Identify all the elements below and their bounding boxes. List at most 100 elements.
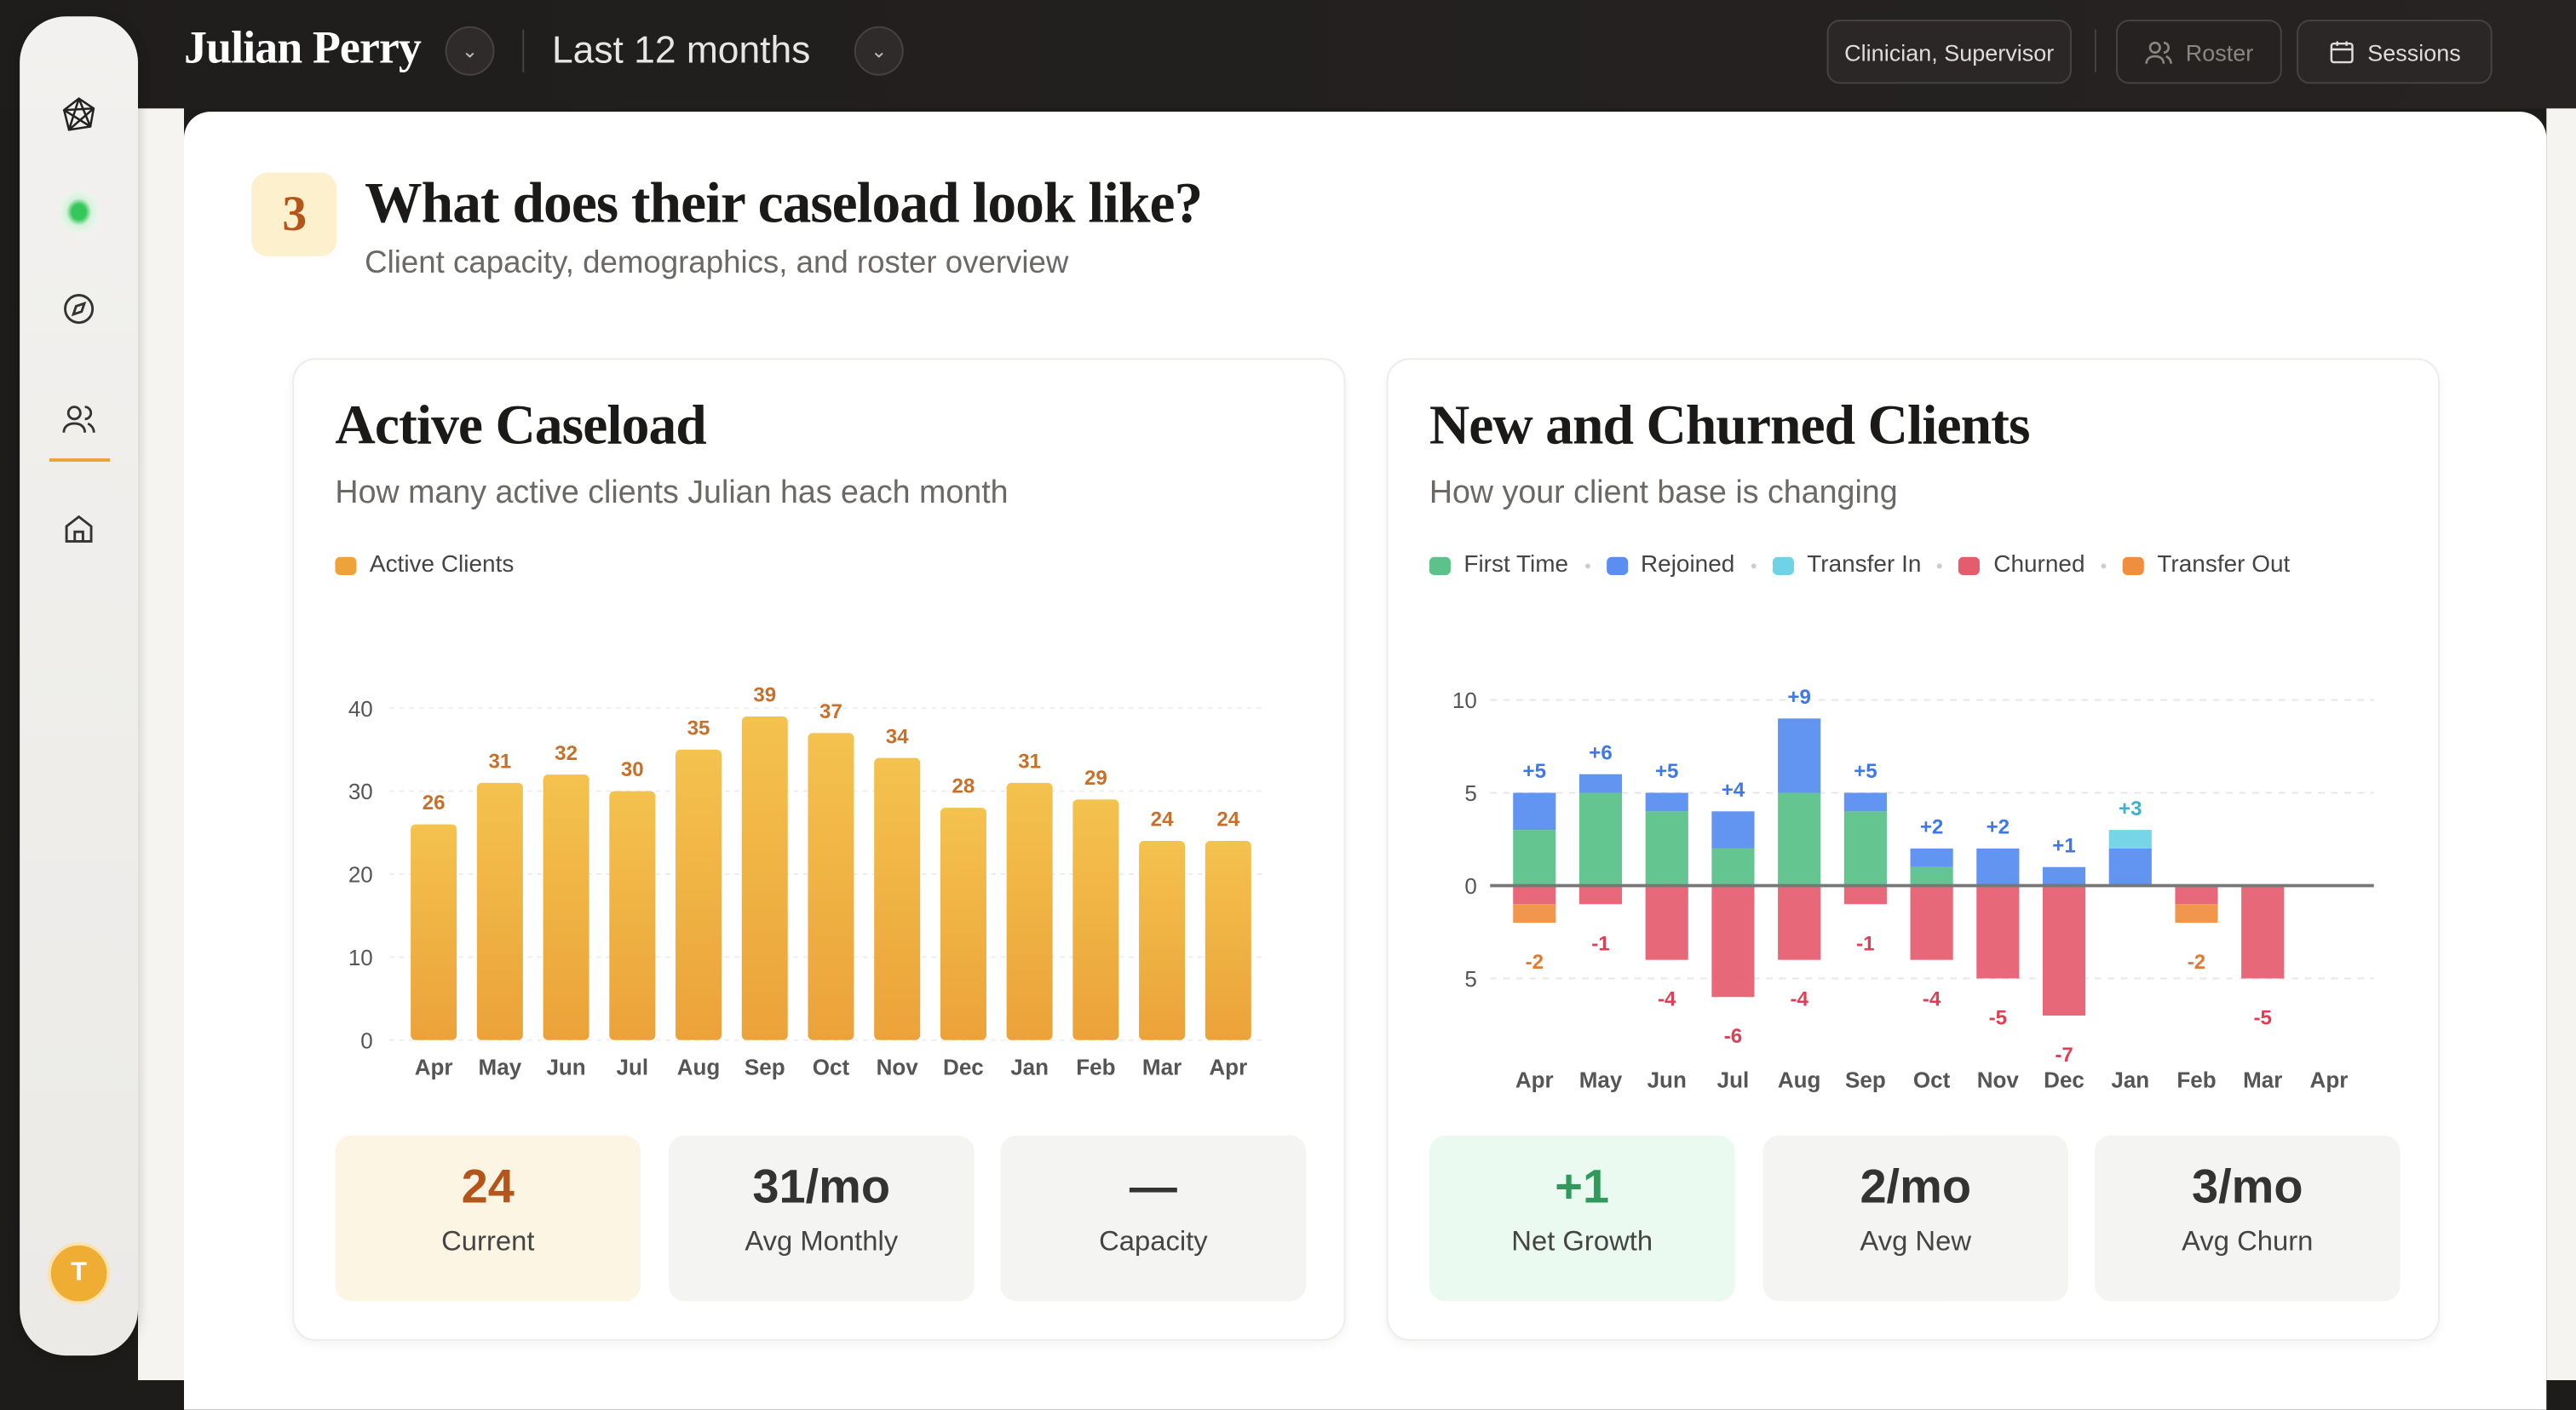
x-tick-label: May [1579, 1068, 1623, 1093]
bar [1006, 782, 1053, 1040]
y-tick-label: 10 [1452, 688, 1477, 713]
bar-segment-rejoined [1976, 848, 2020, 886]
clients-users-icon[interactable] [59, 400, 98, 439]
legend-label: First Time [1463, 551, 1569, 578]
stat-label: Current [441, 1225, 535, 1257]
negative-label: -1 [1856, 932, 1874, 955]
section-title: What does their caseload look like? [365, 170, 1203, 235]
legend-swatch [2122, 555, 2144, 575]
bar-segment-first-time [1711, 848, 1755, 886]
sessions-label: Sessions [2367, 38, 2461, 66]
positive-label: +1 [2052, 834, 2075, 857]
positive-label: +2 [1987, 816, 2010, 839]
x-tick-label: Jun [1647, 1068, 1687, 1093]
data-label: 34 [886, 725, 909, 748]
x-tick-label: Feb [1076, 1054, 1115, 1079]
y-tick-label: 0 [360, 1027, 372, 1053]
bar-segment-rejoined [2042, 866, 2086, 886]
x-tick-label: Sep [745, 1054, 785, 1079]
bar [411, 824, 457, 1040]
user-chevron-down-icon[interactable]: ⌄ [445, 26, 495, 76]
calendar-icon [2330, 41, 2354, 64]
backdrop [137, 108, 184, 1380]
legend: First Time Rejoined Transfer In Churned Tran… [1429, 552, 2290, 578]
x-tick-label: Jun [546, 1054, 585, 1079]
bar-segment-transfer-out [2175, 904, 2218, 924]
x-tick-label: Jan [1010, 1054, 1049, 1079]
x-tick-label: Jan [2111, 1068, 2149, 1093]
stat-avg-new: 2/mo Avg New [1762, 1135, 2069, 1302]
new-churned-chart: 10 5 0 5 +5 -2 Apr +6 -1 May +5 -4 Jun +4 -6 Jul +9 -4 Aug… [1452, 686, 2374, 1093]
legend-swatch [1958, 555, 1981, 575]
logo-icon[interactable] [59, 95, 98, 135]
sessions-button[interactable]: Sessions [2297, 20, 2493, 84]
bar-segment-churned [1645, 885, 1688, 960]
bar-segment-rejoined [1645, 792, 1688, 812]
bar [676, 749, 722, 1040]
roster-button[interactable]: Roster [2115, 20, 2282, 84]
period-chevron-down-icon[interactable]: ⌄ [854, 26, 904, 76]
bar-segment-rejoined [1578, 774, 1623, 793]
role-button[interactable]: Clinician, Supervisor [1826, 20, 2072, 84]
bar [1205, 841, 1251, 1040]
bar-segment-first-time [1910, 866, 1953, 886]
bar-segment-transfer-out [1513, 904, 1556, 924]
data-label: 31 [488, 751, 511, 774]
positive-label: +5 [1523, 760, 1546, 783]
positive-label: +2 [1920, 816, 1943, 839]
bar-segment-churned [1778, 885, 1821, 960]
stat-value: 3/mo [2192, 1161, 2303, 1215]
section-number-badge: 3 [251, 172, 337, 256]
data-label: 24 [1151, 809, 1174, 832]
legend-separator [2101, 562, 2107, 568]
legend-label: Rejoined [1640, 551, 1735, 578]
home-icon[interactable] [59, 509, 98, 549]
legend: Active Clients [335, 552, 514, 578]
data-label: 26 [423, 791, 446, 814]
negative-label: -6 [1724, 1025, 1742, 1048]
stat-label: Avg Monthly [745, 1225, 899, 1257]
stat-value: — [1129, 1161, 1177, 1215]
negative-label: -5 [2254, 1006, 2272, 1029]
legend-separator [1937, 562, 1943, 568]
y-tick-label: 5 [1464, 780, 1476, 806]
bar-segment-churned [2241, 885, 2285, 979]
x-tick-label: Apr [1515, 1068, 1554, 1093]
y-tick-label: 10 [348, 945, 373, 970]
data-label: 24 [1216, 809, 1239, 832]
bar [808, 733, 854, 1040]
x-tick-label: Jul [617, 1054, 649, 1079]
divider [522, 29, 525, 72]
legend-label: Active Clients [369, 551, 515, 578]
bar-segment-churned [2175, 885, 2218, 905]
backdrop [2546, 108, 2576, 1380]
bar [543, 774, 589, 1040]
bar-segment-rejoined [2108, 848, 2152, 886]
bar [476, 782, 523, 1040]
data-label: 29 [1084, 767, 1107, 790]
card-title: New and Churned Clients [1429, 395, 2031, 458]
y-tick-label: 0 [1464, 873, 1476, 899]
positive-label: +5 [1854, 760, 1877, 783]
avatar[interactable]: T [47, 1241, 111, 1305]
data-label: 31 [1018, 751, 1041, 774]
x-tick-label: May [479, 1054, 522, 1079]
bar-segment-rejoined [1711, 811, 1755, 849]
x-tick-label: Sep [1845, 1068, 1886, 1093]
card-subtitle: How many active clients Julian has each … [335, 475, 1009, 511]
y-tick-label: 5 [1464, 966, 1476, 992]
positive-label: +5 [1655, 760, 1678, 783]
x-tick-label: Aug [1778, 1068, 1821, 1093]
stat-value: 31/mo [752, 1161, 891, 1215]
stat-label: Avg New [1860, 1225, 1972, 1257]
card-title: Active Caseload [335, 395, 706, 458]
bar-segment-first-time [1778, 792, 1821, 886]
compass-icon[interactable] [59, 289, 98, 328]
x-tick-label: Apr [2310, 1068, 2349, 1093]
data-label: 32 [555, 742, 578, 765]
stat-label: Capacity [1099, 1225, 1208, 1257]
positive-label: +3 [2119, 797, 2142, 820]
bar-segment-rejoined [1778, 718, 1821, 793]
legend-separator [1751, 562, 1757, 568]
top-bar: Julian Perry ⌄ Last 12 months ⌄ Clinicia… [0, 0, 2576, 109]
